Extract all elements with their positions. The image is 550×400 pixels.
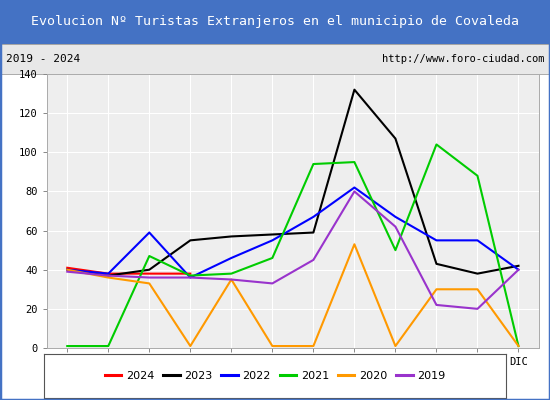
Text: 2019 - 2024: 2019 - 2024 <box>6 54 80 64</box>
Text: http://www.foro-ciudad.com: http://www.foro-ciudad.com <box>382 54 544 64</box>
Text: Evolucion Nº Turistas Extranjeros en el municipio de Covaleda: Evolucion Nº Turistas Extranjeros en el … <box>31 16 519 28</box>
Legend: 2024, 2023, 2022, 2021, 2020, 2019: 2024, 2023, 2022, 2021, 2020, 2019 <box>100 366 450 386</box>
